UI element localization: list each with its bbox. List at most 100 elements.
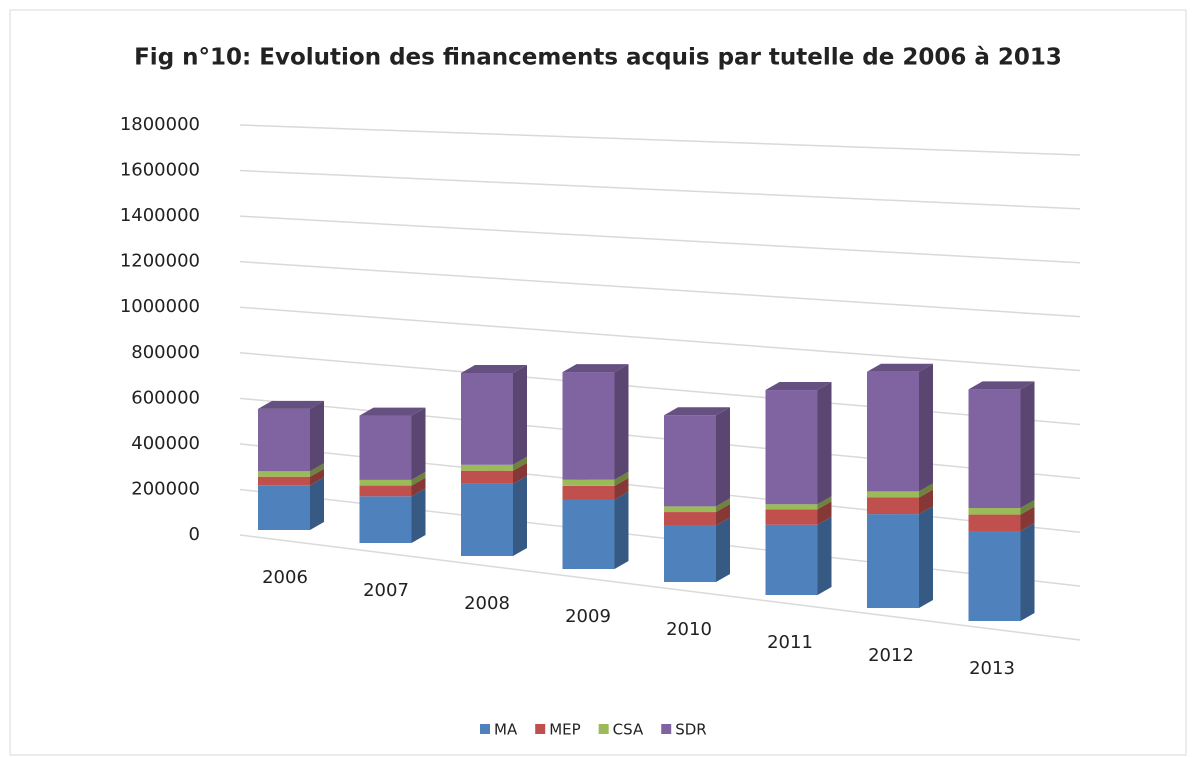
x-tick-label: 2012 (868, 645, 914, 666)
bar-side (716, 407, 730, 507)
bar-side (310, 477, 324, 530)
legend-swatch (535, 724, 546, 734)
bar-segment (359, 479, 412, 486)
bar-side (919, 489, 933, 515)
bar-side (310, 463, 324, 477)
bar-top (359, 407, 426, 416)
y-tick-label: 1400000 (120, 205, 200, 226)
bar-side (919, 483, 933, 498)
bar-segment (968, 514, 1021, 532)
bar-segment (867, 371, 919, 492)
bar-top (968, 381, 1035, 390)
grid-line (239, 124, 1081, 156)
bar-segment (461, 483, 513, 556)
grid-line (239, 215, 1081, 264)
bar-segment (765, 504, 818, 510)
y-tick-label: 1000000 (120, 296, 200, 317)
grid-line (239, 260, 1081, 318)
bar-segment (258, 408, 310, 472)
legend-swatch (598, 724, 609, 734)
y-tick-label: 1600000 (120, 160, 200, 181)
bar-side (411, 488, 426, 543)
bar-side (513, 456, 527, 471)
bar-segment (765, 390, 818, 505)
bar-side (817, 516, 832, 595)
bar-segment (258, 476, 310, 486)
bar-top (664, 407, 730, 416)
bar-side (919, 506, 933, 608)
bar-side (716, 504, 730, 526)
bar-side (716, 498, 730, 513)
bar-side (1020, 523, 1035, 621)
x-tick-label: 2011 (767, 632, 813, 653)
bar-segment (562, 499, 615, 569)
bar-side (513, 475, 527, 556)
bar-segment (359, 485, 412, 497)
bar-side (716, 517, 730, 582)
bar-side (1020, 500, 1035, 515)
grid-line (239, 169, 1081, 210)
bar-segment (664, 525, 716, 582)
y-tick-label: 1200000 (120, 251, 200, 272)
bar-segment (968, 389, 1021, 509)
bar-segment (461, 372, 513, 465)
legend-label: SDR (675, 721, 707, 739)
x-tick-label: 2007 (363, 580, 409, 601)
grid-line (239, 534, 1081, 641)
legend-swatch (480, 724, 490, 734)
y-tick-label: 200000 (131, 478, 200, 499)
bar-segment (968, 508, 1021, 515)
bar-side (1020, 506, 1035, 532)
bar-top (765, 382, 832, 391)
bar-segment (867, 514, 919, 608)
bar-segment (359, 415, 412, 480)
bar-side (411, 407, 426, 480)
bar-side (310, 400, 324, 472)
bar-segment (258, 471, 310, 477)
y-tick-label: 600000 (131, 387, 200, 408)
x-tick-label: 2009 (565, 606, 611, 627)
bar-segment (867, 497, 919, 515)
bar-segment (765, 524, 818, 595)
bar-segment (664, 415, 716, 507)
y-tick-label: 1800000 (120, 114, 200, 135)
legend-swatch (661, 724, 672, 734)
bar-side (1020, 381, 1035, 509)
bar-side (614, 364, 629, 480)
grid-line (239, 352, 1081, 426)
bar-segment (562, 485, 615, 500)
bar-top (867, 363, 933, 372)
bar-side (919, 363, 933, 492)
bar-top (258, 400, 324, 409)
bar-side (310, 468, 324, 486)
bar-segment (461, 470, 513, 484)
grid-line (239, 306, 1081, 372)
bar-top (461, 364, 527, 373)
x-tick-label: 2008 (464, 593, 510, 614)
bar-side (513, 462, 527, 484)
bar-side (614, 471, 629, 486)
bar-segment (359, 496, 412, 543)
x-tick-label: 2013 (969, 658, 1015, 679)
x-tick-label: 2010 (666, 619, 712, 640)
bar-segment (562, 479, 615, 486)
bar-side (411, 477, 426, 497)
x-tick-label: 2006 (262, 567, 308, 588)
bar-segment (258, 485, 310, 530)
bar-segment (867, 491, 919, 498)
bar-side (411, 471, 426, 486)
chart-title: Fig n°10: Evolution des financements acq… (134, 45, 1062, 71)
bar-segment (968, 531, 1021, 621)
bar-side (614, 477, 629, 500)
bar-segment (562, 372, 615, 480)
bar-segment (664, 512, 716, 526)
bar-top (562, 364, 629, 373)
y-tick-label: 800000 (131, 342, 200, 363)
bar-side (614, 491, 629, 569)
bar-side (817, 382, 832, 505)
y-tick-label: 0 (189, 524, 200, 545)
bar-segment (664, 506, 716, 513)
bar-side (513, 364, 527, 465)
bar-segment (461, 464, 513, 471)
